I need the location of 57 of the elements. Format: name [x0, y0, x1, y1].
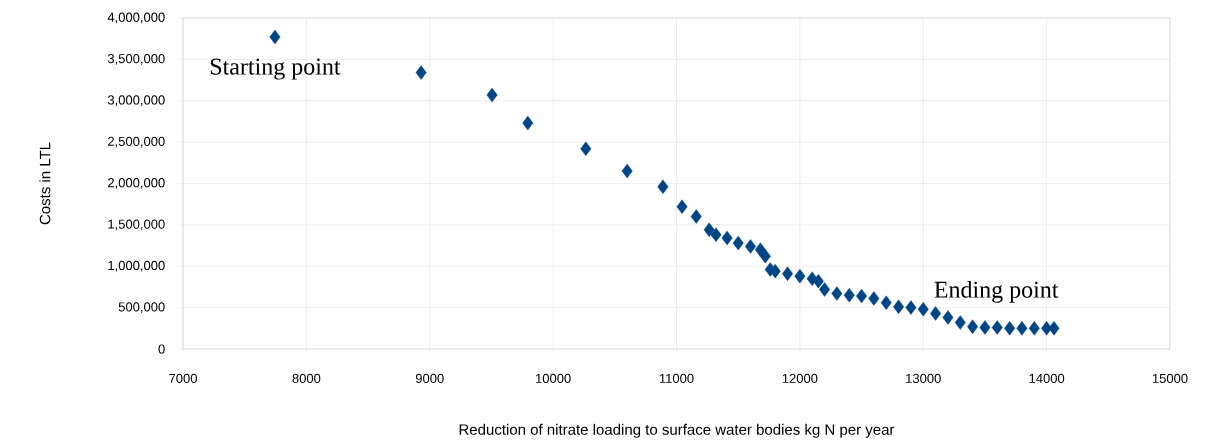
point	[1016, 321, 1028, 336]
point	[893, 299, 905, 314]
point	[621, 163, 633, 179]
point	[690, 209, 702, 224]
x-tick-label: 9000	[415, 373, 444, 383]
point	[917, 302, 929, 317]
point	[745, 239, 756, 254]
point	[415, 65, 427, 80]
point	[580, 141, 592, 156]
point	[782, 266, 793, 281]
y-tick-label: 500,000	[118, 302, 165, 313]
point	[269, 29, 281, 45]
point	[1048, 321, 1060, 336]
point	[831, 286, 843, 301]
point	[905, 300, 917, 315]
y-tick-label: 3,500,000	[107, 53, 165, 65]
x-tick-label: 8000	[292, 373, 321, 383]
point	[812, 273, 824, 289]
point	[1028, 321, 1040, 336]
y-tick-label: 4,000,000	[107, 12, 165, 24]
point	[979, 320, 991, 335]
point	[1004, 321, 1016, 336]
point	[880, 295, 892, 310]
y-tick-label: 1,000,000	[108, 260, 165, 272]
y-axis-title: Costs in LTL	[39, 142, 51, 225]
y-tick-label: 0	[158, 344, 165, 354]
point	[930, 306, 942, 321]
point	[954, 315, 966, 330]
x-tick-label: 11000	[659, 373, 694, 383]
annotation: Starting point	[210, 58, 341, 80]
point	[991, 320, 1003, 335]
y-tick-label: 2,000,000	[108, 178, 165, 189]
x-tick-label: 15000	[1152, 373, 1188, 383]
point	[868, 291, 880, 306]
point	[657, 179, 669, 194]
point	[942, 310, 954, 325]
point	[721, 230, 733, 246]
point	[759, 249, 771, 264]
y-tick-label: 3,000,000	[107, 95, 165, 107]
annotation: Ending point	[934, 280, 1059, 303]
point	[819, 282, 830, 297]
point	[522, 115, 534, 131]
point	[732, 235, 744, 251]
y-tick-label: 2,500,000	[108, 136, 165, 148]
y-tick-label: 1,500,000	[108, 219, 165, 231]
x-tick-label: 7000	[169, 373, 197, 383]
x-tick-label: 10000	[536, 373, 571, 383]
x-tick-label: 12000	[782, 373, 818, 383]
x-tick-label: 13000	[906, 373, 941, 383]
x-tick-label: 14000	[1029, 373, 1065, 383]
point	[967, 319, 979, 334]
point	[486, 87, 498, 103]
point	[676, 199, 688, 214]
point	[843, 288, 855, 303]
x-axis-title: Reduction of nitrate loading to surface water bodies kg N per year	[459, 423, 895, 438]
point	[856, 288, 868, 304]
point	[794, 268, 806, 284]
